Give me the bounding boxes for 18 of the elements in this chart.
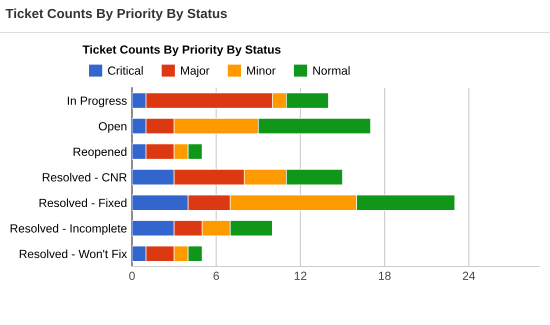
legend-label: Major — [181, 66, 210, 78]
y-tick-label: Resolved - CNR — [42, 172, 127, 182]
y-tick-label: Reopened — [74, 147, 126, 158]
x-tick-label: 0 — [129, 272, 135, 280]
y-tick-label: In Progress — [68, 96, 127, 108]
x-tick-label: 24 — [462, 272, 476, 280]
x-tick-label: 12 — [294, 272, 306, 280]
x-tick-label: 6 — [214, 272, 219, 280]
y-tick-label: Open — [98, 122, 126, 133]
legend-label: Minor — [247, 66, 276, 75]
legend-label: Critical — [108, 66, 143, 75]
y-tick-label: Resolved - Incomplete — [10, 224, 127, 235]
legend-label: Normal — [313, 66, 350, 75]
y-tick-label: Resolved - Won't Fix — [20, 249, 128, 258]
y-tick-label: Resolved - Fixed — [40, 198, 126, 208]
chart-title: Ticket Counts By Priority By Status — [82, 45, 281, 56]
text: Ticket Counts By Priority By Status — [6, 8, 227, 21]
x-tick-label: 18 — [378, 272, 391, 280]
